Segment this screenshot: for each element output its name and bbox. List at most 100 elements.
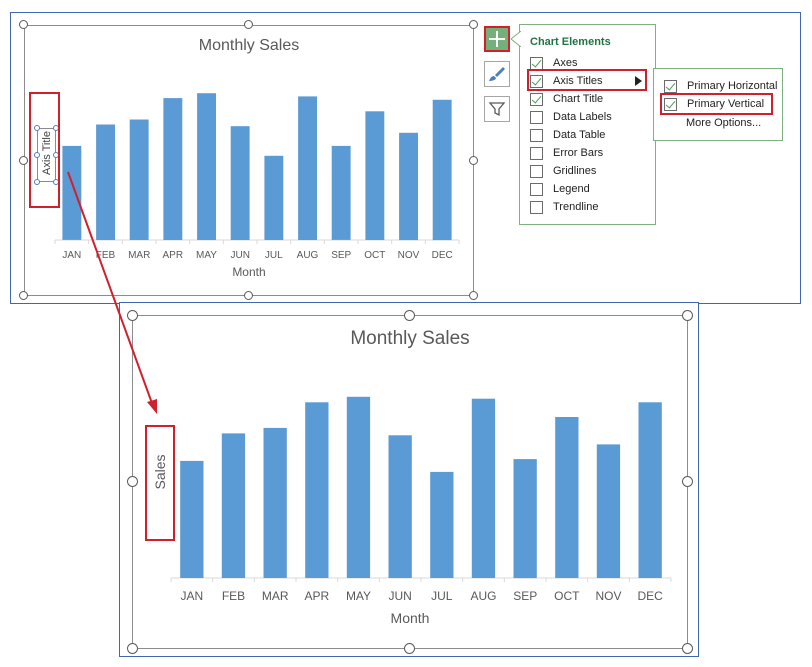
primary-horizontal-checkbox[interactable] — [664, 79, 677, 93]
axis-titles-submenu: Primary Horizontal Primary Vertical More… — [653, 68, 783, 141]
chart-elements-title: Chart Elements — [530, 36, 611, 48]
bottom-tick-label-jul: JUL — [431, 589, 453, 603]
highlight-top-axis-title — [29, 92, 60, 208]
axis-title-handle-bl[interactable] — [34, 179, 40, 185]
primary-vertical-checkbox[interactable] — [664, 97, 677, 111]
bottom-chart-handle-mr[interactable] — [682, 476, 693, 487]
bottom-bar-aug[interactable] — [471, 398, 496, 578]
submenu-more-options[interactable]: More Options... — [686, 117, 762, 129]
bottom-bar-nov[interactable] — [596, 444, 621, 578]
bottom-tick-label-feb: FEB — [222, 589, 245, 603]
top-tick-label-jun: JUN — [230, 250, 249, 261]
error-bars-checkbox[interactable] — [530, 146, 543, 160]
bottom-tick-label-dec: DEC — [638, 589, 664, 603]
element-trendline-label: Trendline — [553, 201, 599, 213]
top-chart-handle-tr[interactable] — [469, 20, 478, 29]
brush-icon — [489, 67, 505, 81]
chart-styles-button[interactable] — [484, 61, 510, 87]
bottom-tick-label-jan: JAN — [180, 589, 203, 603]
bottom-bar-oct[interactable] — [555, 417, 579, 578]
bottom-chart-title: Monthly Sales — [350, 328, 470, 349]
primary-horizontal-label: Primary Horizontal — [687, 80, 778, 92]
top-tick-label-nov: NOV — [398, 250, 420, 261]
top-chart-title: Monthly Sales — [198, 37, 300, 54]
element-error-bars[interactable]: Error Bars — [530, 145, 603, 161]
axis-title-handle-ml[interactable] — [34, 152, 40, 158]
top-chart-handle-tl[interactable] — [19, 20, 28, 29]
top-chart-handle-ml[interactable] — [19, 156, 28, 165]
element-trendline[interactable]: Trendline — [530, 199, 598, 215]
top-tick-label-dec: DEC — [432, 250, 453, 261]
gridlines-checkbox[interactable] — [530, 164, 543, 178]
submenu-arrow-icon[interactable] — [635, 76, 643, 86]
primary-vertical-label: Primary Vertical — [687, 98, 765, 110]
top-chart-handle-tm[interactable] — [244, 20, 253, 29]
bottom-tick-label-apr: APR — [304, 589, 329, 603]
chart-elements-button[interactable] — [484, 26, 510, 52]
bottom-tick-label-oct: OCT — [554, 589, 580, 603]
bottom-chart-handle-br[interactable] — [682, 643, 693, 654]
bottom-bar-apr[interactable] — [305, 402, 329, 578]
bottom-bar-sep[interactable] — [513, 459, 537, 579]
top-bar-jun[interactable] — [230, 126, 250, 240]
top-chart-handle-mr[interactable] — [469, 156, 478, 165]
bottom-chart-handle-bm[interactable] — [404, 643, 415, 654]
chart-filters-button[interactable] — [484, 96, 510, 122]
highlight-axis-titles-row — [527, 69, 647, 91]
bottom-chart-handle-ml[interactable] — [127, 476, 138, 487]
top-bar-may[interactable] — [197, 93, 216, 240]
bottom-chart-handle-tm[interactable] — [404, 310, 415, 321]
top-chart-handle-bl[interactable] — [19, 291, 28, 300]
top-bar-jul[interactable] — [264, 155, 284, 240]
element-gridlines[interactable]: Gridlines — [530, 163, 596, 179]
top-bar-aug[interactable] — [298, 96, 317, 241]
bottom-chart-handle-bl[interactable] — [127, 643, 138, 654]
element-axes-label: Axes — [553, 57, 578, 69]
data-labels-checkbox[interactable] — [530, 110, 543, 124]
chart-title-checkbox[interactable] — [530, 92, 543, 106]
top-bar-nov[interactable] — [399, 132, 418, 241]
element-data-table[interactable]: Data Table — [530, 127, 605, 143]
legend-checkbox[interactable] — [530, 182, 543, 196]
element-axis-titles[interactable]: Axis Titles — [530, 73, 603, 89]
element-data-labels[interactable]: Data Labels — [530, 109, 612, 125]
bottom-bar-may[interactable] — [346, 396, 371, 578]
top-bar-apr[interactable] — [163, 98, 183, 240]
top-tick-label-may: MAY — [196, 250, 217, 261]
bottom-bar-jul[interactable] — [430, 471, 454, 578]
top-chart-handle-bm[interactable] — [244, 291, 253, 300]
submenu-primary-horizontal[interactable]: Primary Horizontal — [664, 78, 777, 94]
panel-pointer — [511, 31, 521, 47]
bottom-tick-label-sep: SEP — [513, 589, 537, 603]
axis-titles-checkbox[interactable] — [530, 74, 543, 88]
top-chart-handle-br[interactable] — [469, 291, 478, 300]
bottom-tick-label-may: MAY — [346, 589, 371, 603]
data-table-checkbox[interactable] — [530, 128, 543, 142]
element-legend-label: Legend — [553, 183, 590, 195]
top-tick-label-aug: AUG — [297, 250, 319, 261]
element-legend[interactable]: Legend — [530, 181, 590, 197]
element-data-labels-label: Data Labels — [553, 111, 612, 123]
bottom-chart-handle-tr[interactable] — [682, 310, 693, 321]
top-bar-sep[interactable] — [331, 145, 351, 240]
bottom-bar-jan[interactable] — [180, 460, 204, 578]
top-bar-dec[interactable] — [432, 99, 452, 241]
bottom-bar-jun[interactable] — [388, 435, 412, 578]
axis-title-handle-tl[interactable] — [34, 125, 40, 131]
top-tick-label-oct: OCT — [364, 250, 385, 261]
bottom-bar-mar[interactable] — [263, 427, 287, 578]
element-axes[interactable]: Axes — [530, 55, 577, 71]
bottom-bar-dec[interactable] — [638, 402, 662, 578]
element-gridlines-label: Gridlines — [553, 165, 597, 177]
chart-elements-panel: Chart Elements Axes Axis Titles Chart Ti… — [511, 24, 656, 225]
submenu-primary-vertical[interactable]: Primary Vertical — [664, 96, 764, 112]
element-data-table-label: Data Table — [553, 129, 606, 141]
element-chart-title[interactable]: Chart Title — [530, 91, 603, 107]
bottom-tick-label-nov: NOV — [595, 589, 621, 603]
element-chart-title-label: Chart Title — [553, 93, 604, 105]
bottom-bar-feb[interactable] — [221, 433, 246, 578]
top-bar-oct[interactable] — [365, 111, 385, 240]
bottom-tick-label-aug: AUG — [470, 589, 496, 603]
trendline-checkbox[interactable] — [530, 200, 543, 214]
